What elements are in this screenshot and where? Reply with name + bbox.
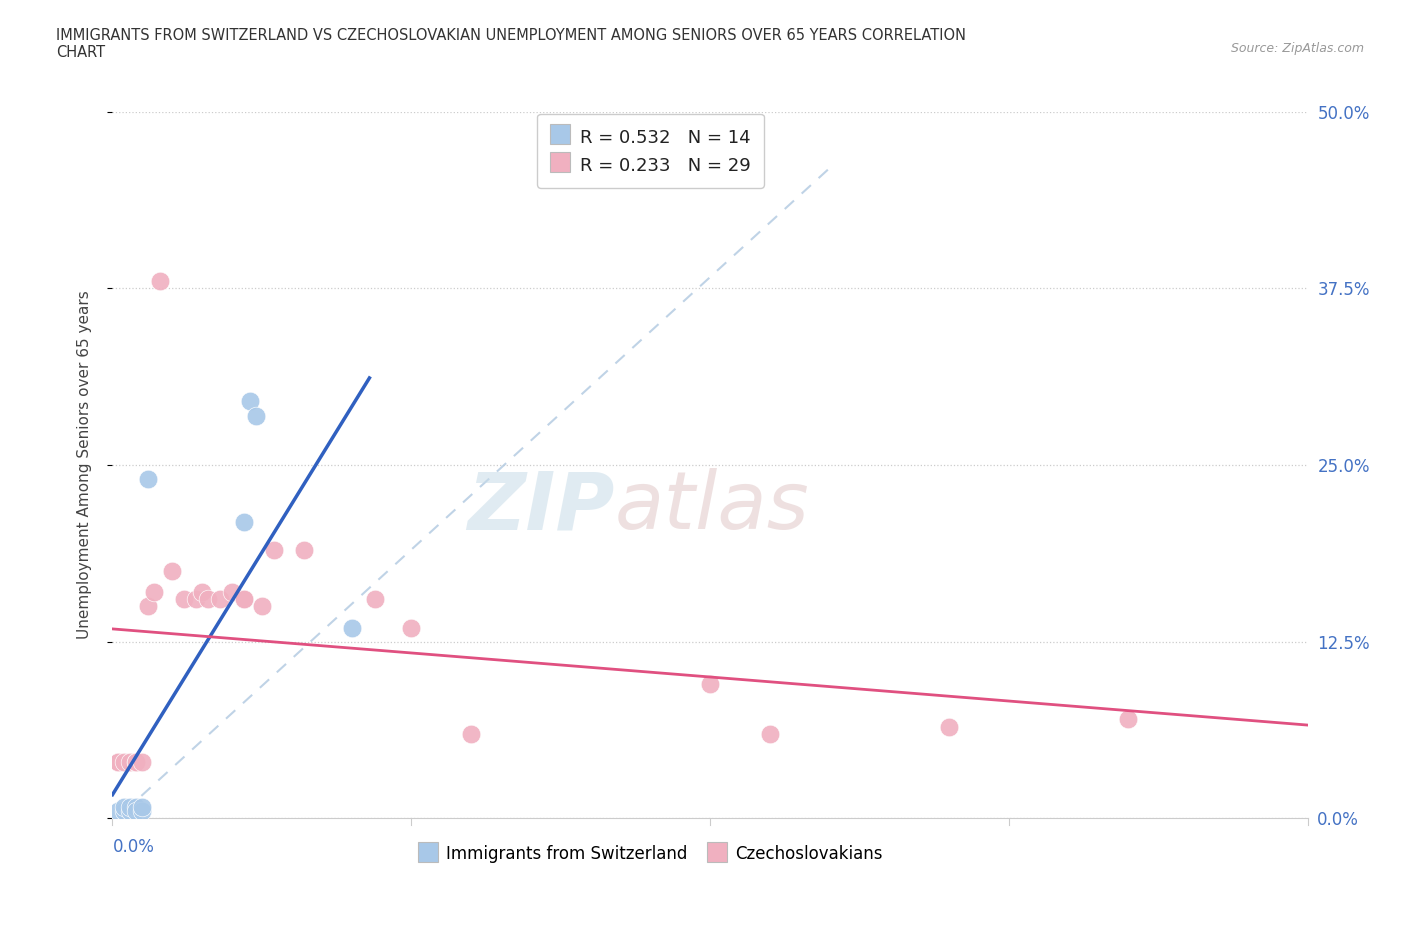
Point xyxy=(131,804,153,818)
Point xyxy=(233,591,256,606)
Point xyxy=(120,800,142,815)
Point xyxy=(401,620,423,635)
Point xyxy=(233,591,256,606)
Point xyxy=(125,754,148,769)
Point xyxy=(143,585,166,600)
Point xyxy=(340,620,363,635)
Point xyxy=(209,591,232,606)
Point xyxy=(173,591,195,606)
Point xyxy=(107,754,129,769)
Point xyxy=(138,472,160,486)
Point xyxy=(221,585,243,600)
Point xyxy=(245,408,267,423)
Point xyxy=(186,591,208,606)
Point xyxy=(114,754,135,769)
Point xyxy=(120,804,142,818)
Text: Source: ZipAtlas.com: Source: ZipAtlas.com xyxy=(1230,42,1364,55)
Point xyxy=(114,800,135,815)
Point xyxy=(364,591,387,606)
Text: atlas: atlas xyxy=(614,469,810,547)
Text: IMMIGRANTS FROM SWITZERLAND VS CZECHOSLOVAKIAN UNEMPLOYMENT AMONG SENIORS OVER 6: IMMIGRANTS FROM SWITZERLAND VS CZECHOSLO… xyxy=(56,28,966,60)
Point xyxy=(460,726,482,741)
Point xyxy=(759,726,782,741)
Point xyxy=(107,804,129,818)
Point xyxy=(699,677,721,692)
Point xyxy=(125,800,148,815)
Legend: Immigrants from Switzerland, Czechoslovakians: Immigrants from Switzerland, Czechoslova… xyxy=(411,838,890,870)
Y-axis label: Unemployment Among Seniors over 65 years: Unemployment Among Seniors over 65 years xyxy=(77,291,91,640)
Point xyxy=(1118,712,1140,727)
Point xyxy=(125,804,148,818)
Point xyxy=(250,599,273,614)
Point xyxy=(233,514,256,529)
Point xyxy=(162,564,183,578)
Point xyxy=(292,542,315,557)
Point xyxy=(131,800,153,815)
Point xyxy=(149,273,172,288)
Point xyxy=(120,754,142,769)
Text: ZIP: ZIP xyxy=(467,469,614,547)
Point xyxy=(107,754,129,769)
Point xyxy=(197,591,219,606)
Point xyxy=(239,394,262,409)
Point xyxy=(191,585,214,600)
Point xyxy=(131,754,153,769)
Point xyxy=(138,599,160,614)
Point xyxy=(263,542,285,557)
Point xyxy=(125,754,148,769)
Point xyxy=(114,804,135,818)
Text: 0.0%: 0.0% xyxy=(112,838,155,857)
Point xyxy=(938,719,960,734)
